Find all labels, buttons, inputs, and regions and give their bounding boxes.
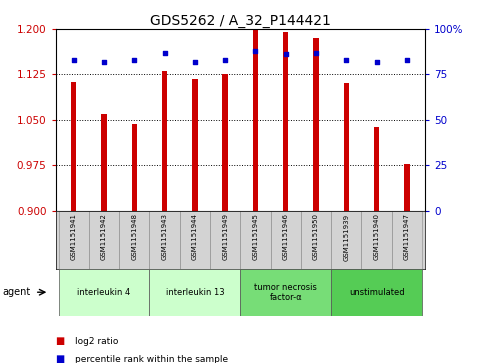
- Text: GSM1151946: GSM1151946: [283, 213, 289, 260]
- Bar: [58, 211, 89, 269]
- Bar: [149, 211, 180, 269]
- Bar: [331, 269, 422, 316]
- Point: [130, 57, 138, 63]
- Bar: [241, 269, 331, 316]
- Bar: [210, 211, 241, 269]
- Text: GSM1151945: GSM1151945: [253, 213, 258, 260]
- Bar: [331, 211, 361, 269]
- Bar: [223, 74, 228, 211]
- Text: GSM1151947: GSM1151947: [404, 213, 410, 260]
- Bar: [283, 32, 288, 211]
- Point: [373, 59, 381, 65]
- Point: [282, 52, 290, 57]
- Bar: [119, 211, 149, 269]
- Text: GSM1151944: GSM1151944: [192, 213, 198, 260]
- Text: unstimulated: unstimulated: [349, 288, 404, 297]
- Text: ■: ■: [56, 354, 65, 363]
- Bar: [404, 164, 410, 211]
- Text: GSM1151949: GSM1151949: [222, 213, 228, 260]
- Text: GSM1151943: GSM1151943: [162, 213, 168, 260]
- Text: agent: agent: [2, 287, 30, 297]
- Bar: [71, 82, 76, 211]
- Text: tumor necrosis
factor-α: tumor necrosis factor-α: [254, 282, 317, 302]
- Text: interleukin 13: interleukin 13: [166, 288, 224, 297]
- Bar: [131, 124, 137, 211]
- Bar: [270, 211, 301, 269]
- Bar: [374, 127, 379, 211]
- Bar: [253, 29, 258, 211]
- Bar: [301, 211, 331, 269]
- Text: GSM1151948: GSM1151948: [131, 213, 137, 260]
- Text: interleukin 4: interleukin 4: [77, 288, 130, 297]
- Point: [252, 48, 259, 54]
- Point: [342, 57, 350, 63]
- Text: GSM1151942: GSM1151942: [101, 213, 107, 260]
- Bar: [58, 269, 149, 316]
- Point: [161, 50, 169, 56]
- Bar: [89, 211, 119, 269]
- Bar: [101, 114, 107, 211]
- Text: log2 ratio: log2 ratio: [75, 337, 118, 346]
- Text: GSM1151950: GSM1151950: [313, 213, 319, 260]
- Point: [221, 57, 229, 63]
- Text: GSM1151941: GSM1151941: [71, 213, 77, 260]
- Point: [191, 59, 199, 65]
- Bar: [180, 211, 210, 269]
- Bar: [343, 83, 349, 211]
- Text: GSM1151939: GSM1151939: [343, 213, 349, 261]
- Bar: [313, 38, 319, 211]
- Bar: [149, 269, 241, 316]
- Text: ■: ■: [56, 336, 65, 346]
- Bar: [392, 211, 422, 269]
- Bar: [192, 79, 198, 211]
- Text: GSM1151940: GSM1151940: [373, 213, 380, 260]
- Point: [100, 59, 108, 65]
- Bar: [361, 211, 392, 269]
- Bar: [241, 211, 270, 269]
- Point: [403, 57, 411, 63]
- Point: [312, 50, 320, 56]
- Title: GDS5262 / A_32_P144421: GDS5262 / A_32_P144421: [150, 14, 331, 28]
- Point: [70, 57, 78, 63]
- Bar: [162, 72, 167, 211]
- Text: percentile rank within the sample: percentile rank within the sample: [75, 355, 228, 363]
